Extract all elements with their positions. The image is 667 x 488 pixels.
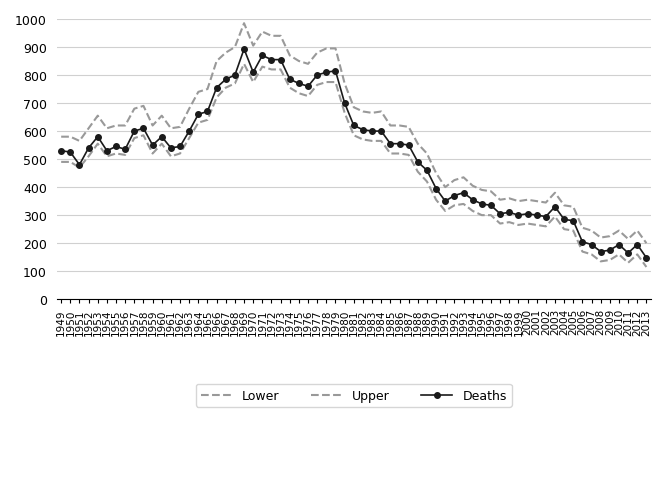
- Deaths: [194, 112, 202, 118]
- Line: Lower: Lower: [61, 65, 646, 267]
- Upper: [57, 135, 65, 141]
- Upper: [240, 21, 248, 27]
- Lower: [368, 139, 376, 144]
- Legend: Lower, Upper, Deaths: Lower, Upper, Deaths: [196, 384, 512, 407]
- Lower: [569, 228, 577, 234]
- Deaths: [368, 129, 376, 135]
- Upper: [194, 90, 202, 96]
- Lower: [57, 160, 65, 165]
- Lower: [240, 62, 248, 68]
- Upper: [642, 241, 650, 246]
- Upper: [569, 204, 577, 210]
- Deaths: [57, 148, 65, 154]
- Upper: [313, 51, 321, 57]
- Line: Upper: Upper: [61, 24, 646, 244]
- Lower: [313, 83, 321, 89]
- Line: Deaths: Deaths: [59, 47, 649, 261]
- Upper: [624, 237, 632, 243]
- Lower: [194, 121, 202, 126]
- Deaths: [231, 73, 239, 79]
- Deaths: [569, 218, 577, 224]
- Lower: [624, 260, 632, 266]
- Upper: [368, 111, 376, 117]
- Deaths: [624, 250, 632, 256]
- Deaths: [313, 73, 321, 79]
- Lower: [231, 81, 239, 87]
- Upper: [231, 45, 239, 51]
- Deaths: [642, 255, 650, 261]
- Lower: [642, 264, 650, 270]
- Deaths: [240, 47, 248, 53]
